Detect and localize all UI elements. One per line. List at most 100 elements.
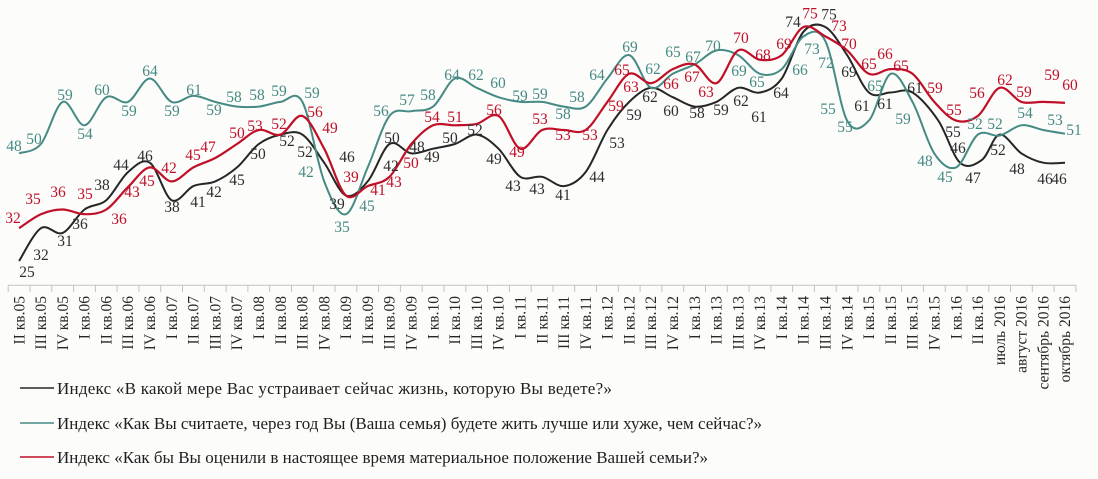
svg-text:48: 48 [409,139,425,156]
svg-text:июль 2016: июль 2016 [992,296,1009,365]
svg-text:69: 69 [776,36,792,53]
svg-text:IV кв.15: IV кв.15 [927,296,944,350]
svg-text:58: 58 [689,105,705,122]
svg-text:58: 58 [226,89,242,106]
svg-text:III кв.05: III кв.05 [33,296,50,350]
svg-text:25: 25 [19,264,35,281]
svg-text:45: 45 [229,172,245,189]
svg-text:II кв.13: II кв.13 [709,296,726,345]
svg-text:III кв.10: III кв.10 [469,296,486,350]
svg-text:73: 73 [831,18,847,35]
svg-text:62: 62 [468,67,484,84]
svg-text:IV кв.11: IV кв.11 [578,296,595,350]
svg-text:53: 53 [247,118,263,135]
svg-text:Индекс «Как бы Вы оценили в на: Индекс «Как бы Вы оценили в настоящее вр… [57,448,708,467]
svg-text:59: 59 [271,83,287,100]
svg-text:68: 68 [755,47,771,64]
svg-text:48: 48 [6,138,22,155]
svg-text:62: 62 [645,61,661,78]
svg-text:43: 43 [505,178,521,195]
svg-text:46: 46 [1051,171,1067,188]
svg-text:61: 61 [854,98,870,115]
svg-text:III кв.14: III кв.14 [818,296,835,350]
svg-text:I кв.16: I кв.16 [948,296,965,340]
svg-text:IV кв.09: IV кв.09 [404,296,421,350]
svg-text:59: 59 [121,103,137,120]
svg-text:39: 39 [343,169,359,186]
svg-text:60: 60 [94,82,110,99]
svg-text:59: 59 [1044,67,1060,84]
svg-text:56: 56 [969,85,985,102]
svg-text:I кв.07: I кв.07 [164,296,181,340]
svg-text:66: 66 [792,62,808,79]
svg-text:45: 45 [359,198,375,215]
svg-text:66: 66 [663,76,679,93]
svg-text:сентябрь 2016: сентябрь 2016 [1035,296,1052,390]
svg-text:Индекс «В какой мере Вас устра: Индекс «В какой мере Вас устраивает сейч… [57,379,612,398]
svg-text:65: 65 [861,56,877,73]
svg-text:I кв.10: I кв.10 [425,296,442,340]
svg-text:64: 64 [142,63,158,80]
svg-text:60: 60 [1062,77,1078,94]
svg-text:56: 56 [486,102,502,119]
svg-text:36: 36 [50,184,66,201]
svg-text:44: 44 [113,157,129,174]
svg-text:59: 59 [1016,84,1032,101]
svg-text:59: 59 [927,80,943,97]
svg-text:43: 43 [124,184,140,201]
svg-text:50: 50 [26,131,42,148]
svg-text:38: 38 [94,177,110,194]
svg-text:65: 65 [867,78,883,95]
svg-text:69: 69 [622,39,638,56]
svg-text:59: 59 [532,86,548,103]
svg-text:49: 49 [322,120,338,137]
svg-text:42: 42 [161,160,177,177]
svg-text:75: 75 [821,7,837,24]
svg-text:60: 60 [490,75,506,92]
svg-text:63: 63 [623,79,639,96]
svg-text:I кв.08: I кв.08 [251,296,268,340]
svg-text:62: 62 [642,89,658,106]
svg-text:55: 55 [946,102,962,119]
svg-text:59: 59 [164,103,180,120]
svg-text:52: 52 [279,133,295,150]
svg-text:50: 50 [229,125,245,142]
svg-text:53: 53 [582,127,598,144]
svg-text:35: 35 [25,191,41,208]
svg-text:31: 31 [57,233,73,250]
svg-text:III кв.09: III кв.09 [382,296,399,350]
svg-text:II кв.06: II кв.06 [99,296,116,345]
svg-text:70: 70 [841,36,857,53]
svg-text:48: 48 [1009,161,1025,178]
svg-text:II кв.15: II кв.15 [883,296,900,345]
svg-text:61: 61 [751,109,767,126]
svg-text:I кв.13: I кв.13 [687,296,704,340]
svg-text:70: 70 [705,38,721,55]
svg-text:52: 52 [467,122,483,139]
svg-text:64: 64 [444,67,460,84]
svg-text:III кв.06: III кв.06 [120,296,137,350]
svg-text:59: 59 [57,87,73,104]
svg-text:48: 48 [917,153,933,170]
svg-text:III кв.11: III кв.11 [556,296,573,349]
svg-text:III кв.15: III кв.15 [905,296,922,350]
svg-text:47: 47 [965,170,981,187]
svg-text:60: 60 [663,103,679,120]
svg-text:III кв.12: III кв.12 [643,296,660,350]
svg-text:41: 41 [370,182,386,199]
svg-text:III кв.07: III кв.07 [207,296,224,350]
svg-text:II кв.05: II кв.05 [11,296,28,345]
svg-text:октябрь 2016: октябрь 2016 [1057,296,1074,383]
svg-text:44: 44 [589,169,605,186]
svg-text:36: 36 [111,211,127,228]
svg-text:45: 45 [185,147,201,164]
svg-text:59: 59 [626,107,642,124]
svg-text:59: 59 [895,111,911,128]
svg-text:64: 64 [589,67,605,84]
svg-text:35: 35 [77,186,93,203]
svg-text:IV кв.05: IV кв.05 [55,296,72,350]
svg-text:Индекс «Как Вы считаете, через: Индекс «Как Вы считаете, через год Вы (В… [57,414,762,433]
svg-text:50: 50 [384,130,400,147]
svg-text:55: 55 [837,119,853,136]
svg-text:I кв.09: I кв.09 [338,296,355,340]
